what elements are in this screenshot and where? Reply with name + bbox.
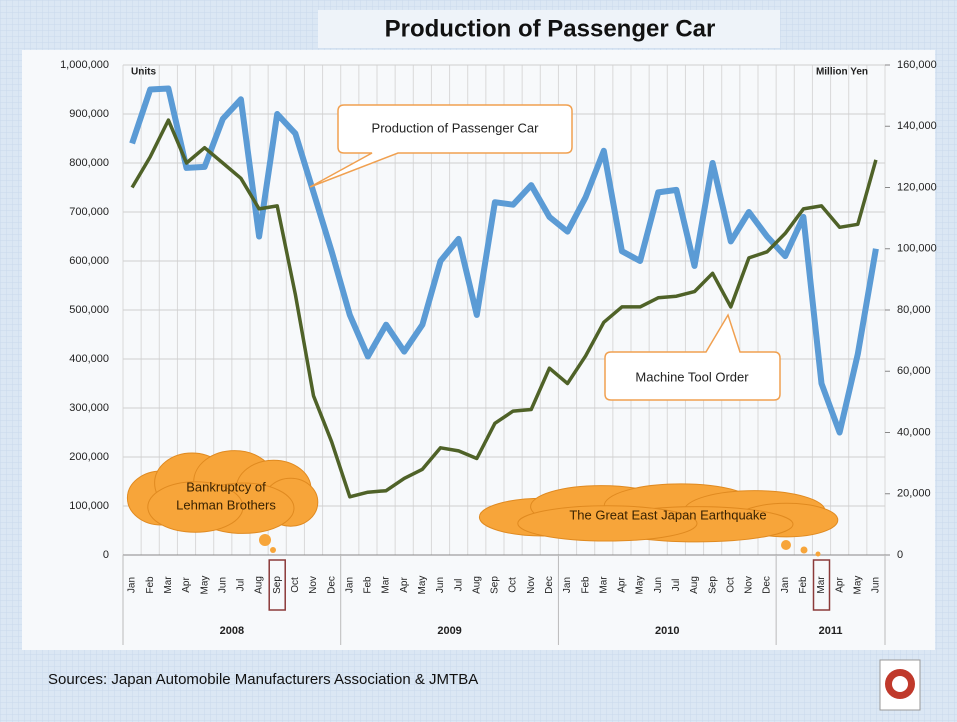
y-axis-label: Units — [131, 67, 156, 78]
x-tick-label: Mar — [598, 576, 609, 594]
cloud-dot — [781, 540, 791, 550]
callout — [309, 104, 573, 188]
x-tick-label: Dec — [326, 576, 337, 594]
x-tick-label: Sep — [490, 576, 501, 594]
x-tick-label: Nov — [526, 576, 537, 594]
y-tick-label: 400,000 — [69, 353, 109, 365]
y2-tick-label: 120,000 — [897, 181, 937, 193]
x-tick-label: Aug — [689, 576, 700, 594]
y2-tick-label: 80,000 — [897, 304, 931, 316]
series-line — [130, 118, 878, 499]
y-tick-label: 900,000 — [69, 108, 109, 120]
logo — [879, 659, 921, 711]
x-tick-label: Jun — [435, 577, 446, 593]
x-tick-label: Oct — [508, 577, 519, 593]
group-label: 2008 — [220, 625, 244, 637]
y2-tick-label: 100,000 — [897, 243, 937, 255]
y2-tick-label: 20,000 — [897, 488, 931, 500]
x-tick-label: Oct — [725, 577, 736, 593]
x-tick-label: May — [417, 576, 428, 595]
x-tick-label: Jun — [217, 577, 228, 593]
y-tick-label: 200,000 — [69, 451, 109, 463]
x-tick-label: Nov — [744, 576, 755, 594]
y2-tick-label: 40,000 — [897, 426, 931, 438]
annotation: Bankruptcy of — [186, 479, 266, 494]
callout — [604, 313, 781, 401]
group-label: 2009 — [437, 625, 461, 637]
x-tick-label: Apr — [617, 577, 628, 593]
x-tick-label: Mar — [381, 576, 392, 594]
y2-tick-label: 160,000 — [897, 59, 937, 71]
cloud — [478, 483, 839, 543]
series-line — [129, 85, 879, 436]
group-label: 2010 — [655, 625, 679, 637]
x-tick-label: Jan — [344, 577, 355, 593]
x-tick-label: Jun — [871, 577, 882, 593]
x-tick-label: Mar — [816, 576, 827, 594]
cloud — [126, 450, 319, 534]
highlight-box — [812, 559, 831, 611]
y2-tick-label: 140,000 — [897, 120, 937, 132]
y2-tick-label: 60,000 — [897, 365, 931, 377]
x-tick-label: May — [199, 576, 210, 595]
cloud-dot — [815, 551, 821, 557]
group-label: 2011 — [819, 625, 843, 637]
x-tick-label: Apr — [181, 577, 192, 593]
x-tick-label: Apr — [834, 577, 845, 593]
x-tick-label: Dec — [762, 576, 773, 594]
x-tick-label: Jul — [453, 579, 464, 592]
y-tick-label: 700,000 — [69, 206, 109, 218]
cloud-dot — [800, 546, 808, 554]
callout-label: Machine Tool Order — [635, 369, 749, 384]
annotation: The Great East Japan Earthquake — [569, 507, 766, 522]
x-tick-label: May — [852, 576, 863, 595]
chart-title: Production of Passenger Car — [385, 15, 716, 42]
x-tick-label: Jul — [671, 579, 682, 592]
x-tick-label: Jun — [653, 577, 664, 593]
y-tick-label: 300,000 — [69, 402, 109, 414]
x-tick-label: Apr — [399, 577, 410, 593]
annotation: Lehman Brothers — [176, 497, 276, 512]
x-tick-label: Jan — [127, 577, 138, 593]
title-box — [318, 10, 780, 48]
x-tick-label: Jan — [562, 577, 573, 593]
callout-label: Production of Passenger Car — [372, 120, 540, 135]
y-tick-label: 1,000,000 — [60, 59, 109, 71]
x-tick-label: Feb — [145, 576, 156, 594]
y-tick-label: 600,000 — [69, 255, 109, 267]
x-tick-label: Feb — [580, 576, 591, 594]
x-tick-label: Sep — [272, 576, 283, 594]
x-tick-label: Sep — [707, 576, 718, 594]
x-tick-label: May — [635, 576, 646, 595]
highlight-box — [268, 559, 286, 611]
x-tick-label: Nov — [308, 576, 319, 594]
y-tick-label: 800,000 — [69, 157, 109, 169]
x-tick-label: Oct — [290, 577, 301, 593]
y-tick-label: 0 — [103, 549, 109, 561]
x-tick-label: Jan — [780, 577, 791, 593]
cloud-dot — [259, 534, 271, 546]
x-tick-label: Jul — [236, 579, 247, 592]
source: Sources: Japan Automobile Manufacturers … — [48, 671, 478, 688]
cloud-dot — [270, 547, 276, 553]
x-tick-label: Dec — [544, 576, 555, 594]
x-tick-label: Aug — [471, 576, 482, 594]
cloud-puff — [147, 481, 244, 533]
x-tick-label: Feb — [798, 576, 809, 594]
cloud-puff — [517, 505, 698, 542]
y2-axis-label: Million Yen — [816, 67, 868, 78]
x-tick-label: Mar — [163, 576, 174, 594]
x-tick-label: Feb — [363, 576, 374, 594]
x-tick-label: Aug — [254, 576, 265, 594]
y2-tick-label: 0 — [897, 549, 903, 561]
y-tick-label: 500,000 — [69, 304, 109, 316]
y-tick-label: 100,000 — [69, 500, 109, 512]
